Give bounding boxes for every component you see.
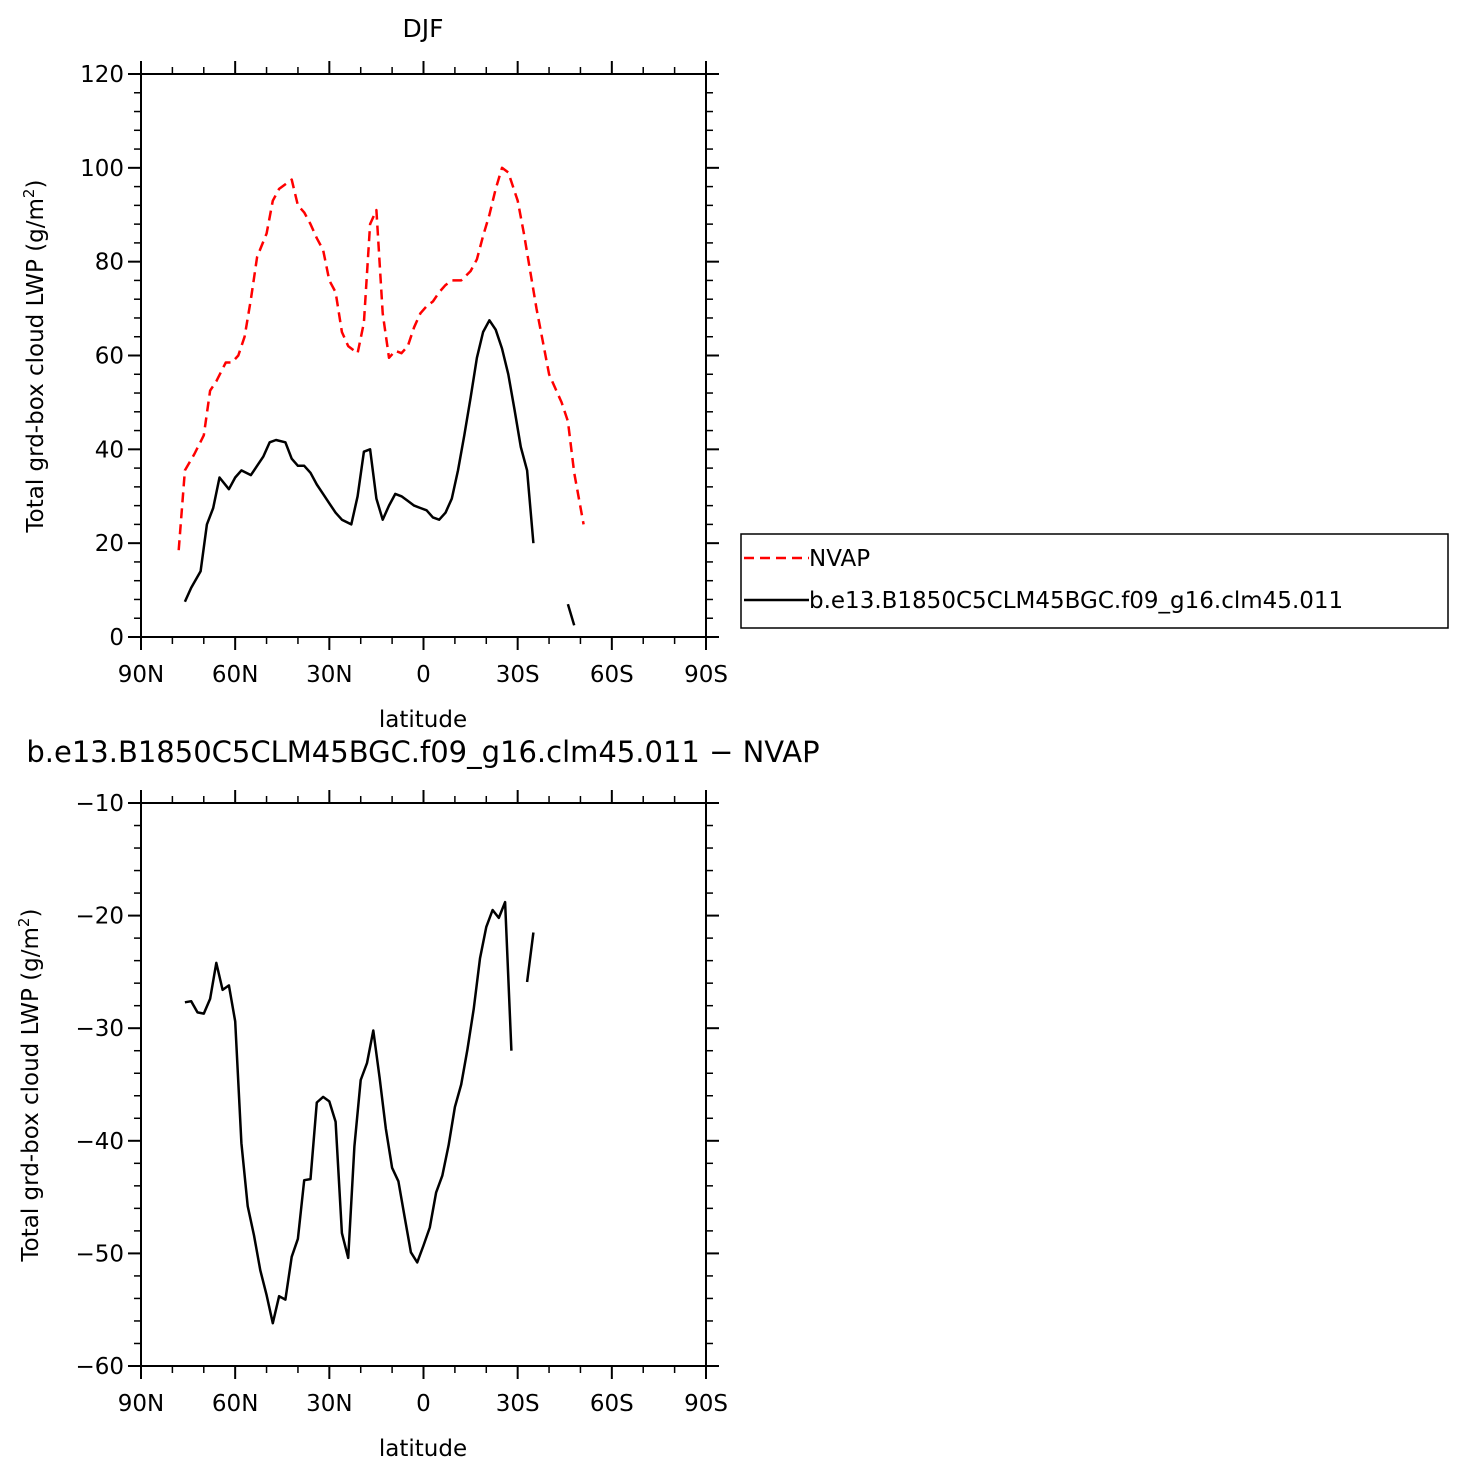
bottom-chart-title: b.e13.B1850C5CLM45BGC.f09_g16.clm45.011 … (26, 735, 819, 769)
bottom-y-axis-label-superscript: 2 (15, 918, 33, 928)
top-y-axis-label-main: Total grd-box cloud LWP (g/m (23, 198, 49, 533)
top-y-tick-label: 100 (80, 156, 124, 182)
bottom-x-axis-label: latitude (379, 1436, 467, 1462)
bottom-x-tick-label: 30S (496, 1391, 540, 1417)
bottom-y-tick-label: −20 (75, 904, 124, 930)
legend-box (740, 533, 1449, 629)
top-legend: NVAP b.e13.B1850C5CLM45BGC.f09_g16.clm45… (740, 533, 1449, 629)
bottom-panel: b.e13.B1850C5CLM45BGC.f09_g16.clm45.011 … (15, 735, 820, 1462)
top-x-axis-label: latitude (379, 707, 467, 733)
top-x-tick-label: 30N (306, 662, 352, 688)
top-y-axis-label: Total grd-box cloud LWP (g/m2) (20, 180, 49, 534)
bottom-y-axis-label-main: Total grd-box cloud LWP (g/m (18, 927, 44, 1262)
top-y-tick-label: 20 (95, 531, 124, 557)
bottom-plot-frame (140, 802, 707, 1367)
bottom-y-tick-label: −30 (75, 1016, 124, 1042)
bottom-x-tick-label: 30N (306, 1391, 352, 1417)
top-y-tick-label: 80 (95, 250, 124, 276)
top-x-tick-label: 0 (416, 662, 431, 688)
top-series-line-1 (183, 319, 576, 626)
bottom-y-tick-label: −10 (75, 791, 124, 817)
top-y-axis-label-close: ) (23, 180, 49, 189)
bottom-plot-series (184, 900, 535, 1325)
bottom-y-axis-label-close: ) (18, 909, 44, 918)
top-x-tick-label: 30S (496, 662, 540, 688)
bottom-x-tick-label: 90S (684, 1391, 728, 1417)
bottom-series-line-0 (184, 900, 535, 1325)
top-y-tick-label: 40 (95, 437, 124, 463)
top-plot-series (177, 166, 585, 626)
top-x-tick-label: 90S (684, 662, 728, 688)
top-series-line-0 (177, 166, 585, 551)
top-plot-frame (140, 73, 707, 638)
top-y-tick-label: 0 (109, 625, 124, 651)
bottom-x-tick-label: 90N (118, 1391, 164, 1417)
bottom-y-axis-label: Total grd-box cloud LWP (g/m2) (15, 909, 44, 1263)
bottom-x-tick-label: 60S (590, 1391, 634, 1417)
top-chart-title: DJF (402, 14, 443, 43)
top-x-tick-label: 60S (590, 662, 634, 688)
bottom-y-tick-label: −60 (75, 1354, 124, 1380)
legend-label-nvap: NVAP (809, 546, 870, 572)
bottom-axis-ticks: −60 −50 −40 −30 −20 −10 90N 60N 30N 0 30S 60S 90S (75, 790, 728, 1417)
top-y-tick-label: 120 (80, 62, 124, 88)
top-x-tick-label: 90N (118, 662, 164, 688)
top-panel: DJF latitude Total grd-box cloud LWP (g/… (20, 14, 1449, 733)
bottom-x-tick-label: 60N (212, 1391, 258, 1417)
bottom-y-tick-label: −40 (75, 1129, 124, 1155)
top-y-axis-label-superscript: 2 (20, 189, 38, 199)
legend-label-model: b.e13.B1850C5CLM45BGC.f09_g16.clm45.011 (809, 588, 1343, 614)
top-x-tick-label: 60N (212, 662, 258, 688)
bottom-x-tick-label: 0 (416, 1391, 431, 1417)
top-axis-ticks: 0 20 40 60 80 100 120 90N 60N 30N 0 30S 60S 90S (80, 61, 728, 688)
top-y-tick-label: 60 (95, 344, 124, 370)
bottom-y-tick-label: −50 (75, 1241, 124, 1267)
